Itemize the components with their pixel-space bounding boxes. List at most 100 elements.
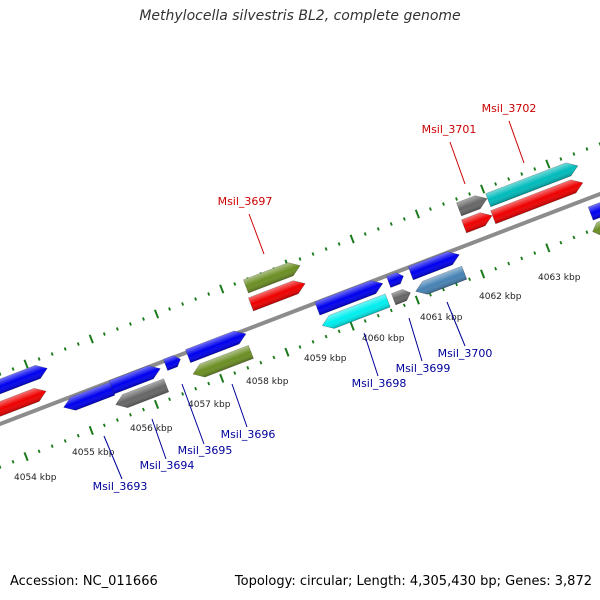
tick-label: 4057 kbp bbox=[188, 400, 231, 410]
gene-arrow[interactable] bbox=[314, 277, 385, 316]
gene-arrow[interactable] bbox=[320, 293, 391, 332]
gene-leader-line bbox=[248, 213, 265, 255]
gene-label[interactable]: Msil_3702 bbox=[482, 102, 537, 115]
scale-tick bbox=[429, 293, 432, 297]
scale-tick bbox=[376, 227, 380, 231]
scale-tick bbox=[129, 322, 132, 326]
scale-tick bbox=[572, 152, 576, 156]
gene-label[interactable]: Msil_3696 bbox=[221, 428, 276, 441]
scale-tick bbox=[88, 425, 94, 436]
gene-arrow[interactable] bbox=[243, 259, 302, 294]
gene-label[interactable]: Msil_3700 bbox=[438, 347, 493, 360]
scale-tick bbox=[219, 373, 225, 383]
genome-summary-text: Topology: circular; Length: 4,305,430 bp… bbox=[234, 574, 592, 589]
scale-tick bbox=[37, 449, 41, 454]
scale-tick bbox=[414, 295, 420, 305]
gene-label[interactable]: Msil_3699 bbox=[396, 362, 451, 375]
gene-arrow[interactable] bbox=[113, 378, 170, 411]
scale-tick bbox=[102, 332, 106, 336]
scale-tick bbox=[507, 177, 511, 181]
scale-tick bbox=[0, 465, 2, 469]
gene-label[interactable]: Msil_3694 bbox=[140, 459, 195, 472]
gene-arrow[interactable] bbox=[385, 271, 405, 288]
scale-tick bbox=[233, 371, 237, 375]
gene-leader-line bbox=[181, 383, 205, 445]
gene-arrow[interactable] bbox=[407, 248, 462, 281]
gene-arrow[interactable] bbox=[191, 344, 254, 380]
gene-arrow[interactable] bbox=[108, 362, 163, 395]
scale-tick bbox=[11, 367, 15, 371]
scale-tick bbox=[246, 366, 250, 370]
gene-leader-line bbox=[408, 317, 423, 362]
scale-tick bbox=[455, 197, 458, 201]
tick-label: 4054 kbp bbox=[14, 473, 57, 483]
scale-tick bbox=[402, 217, 406, 221]
scale-tick bbox=[284, 347, 290, 357]
gene-arrow[interactable] bbox=[590, 217, 600, 238]
gene-arrow[interactable] bbox=[391, 287, 412, 306]
scale-tick bbox=[402, 303, 406, 308]
gene-label[interactable]: Msil_3695 bbox=[178, 444, 233, 457]
scale-tick bbox=[324, 334, 328, 339]
gene-arrow[interactable] bbox=[413, 265, 468, 298]
tick-label: 4061 kbp bbox=[420, 313, 463, 323]
scale-tick bbox=[272, 355, 276, 360]
gene-leader-line bbox=[449, 141, 466, 185]
gene-leader-line bbox=[363, 332, 379, 377]
scale-tick bbox=[142, 407, 145, 412]
gene-label[interactable]: Msil_3693 bbox=[93, 480, 148, 493]
scale-tick bbox=[533, 167, 537, 171]
gene-label[interactable]: Msil_3701 bbox=[422, 123, 477, 136]
tick-label: 4058 kbp bbox=[246, 377, 289, 387]
scale-tick bbox=[142, 317, 145, 321]
scale-tick bbox=[76, 433, 80, 438]
scale-tick bbox=[494, 266, 498, 271]
scale-tick bbox=[168, 307, 171, 311]
scale-tick bbox=[363, 232, 367, 236]
scale-tick bbox=[337, 242, 341, 246]
scale-tick bbox=[429, 207, 432, 211]
gene-arrow[interactable] bbox=[456, 192, 489, 217]
gene-label[interactable]: Msil_3698 bbox=[352, 377, 407, 390]
scale-tick bbox=[129, 413, 132, 417]
scale-tick bbox=[585, 147, 589, 151]
scale-tick bbox=[298, 257, 302, 261]
scale-tick bbox=[363, 319, 367, 323]
scale-tick bbox=[337, 329, 341, 334]
gene-arrow[interactable] bbox=[461, 209, 494, 234]
scale-tick bbox=[559, 157, 563, 161]
gene-arrow[interactable] bbox=[248, 277, 307, 312]
scale-tick bbox=[559, 240, 563, 245]
scale-tick bbox=[545, 159, 551, 169]
tick-label: 4059 kbp bbox=[304, 354, 347, 364]
scale-tick bbox=[259, 360, 263, 365]
scale-tick bbox=[233, 282, 237, 286]
scale-tick bbox=[153, 309, 160, 319]
gene-arrow[interactable] bbox=[490, 176, 586, 225]
gene-label[interactable]: Msil_3697 bbox=[218, 195, 273, 208]
scale-tick bbox=[102, 423, 106, 428]
scale-tick bbox=[207, 292, 211, 296]
gene-arrow[interactable] bbox=[0, 362, 50, 395]
gene-leader-line bbox=[151, 418, 167, 460]
gene-arrow[interactable] bbox=[0, 385, 49, 420]
tick-label: 4060 kbp bbox=[362, 334, 405, 344]
scale-tick bbox=[468, 192, 471, 196]
gene-arrow[interactable] bbox=[185, 327, 249, 364]
map-title: Methylocella silvestris BL2, complete ge… bbox=[139, 8, 461, 24]
scale-tick bbox=[545, 243, 551, 253]
scale-tick bbox=[414, 209, 420, 219]
gene-arrow[interactable] bbox=[587, 200, 600, 221]
gene-leader-line bbox=[446, 301, 466, 347]
scale-tick bbox=[153, 399, 160, 409]
gene-leader-line bbox=[508, 120, 525, 164]
scale-tick bbox=[311, 252, 315, 256]
scale-tick bbox=[11, 459, 15, 464]
scale-tick bbox=[480, 269, 486, 279]
scale-tick bbox=[76, 342, 80, 346]
scale-tick bbox=[181, 392, 185, 396]
gene-arrow[interactable] bbox=[485, 159, 581, 208]
scale-tick bbox=[533, 251, 537, 255]
gene-arrow[interactable] bbox=[162, 354, 182, 371]
